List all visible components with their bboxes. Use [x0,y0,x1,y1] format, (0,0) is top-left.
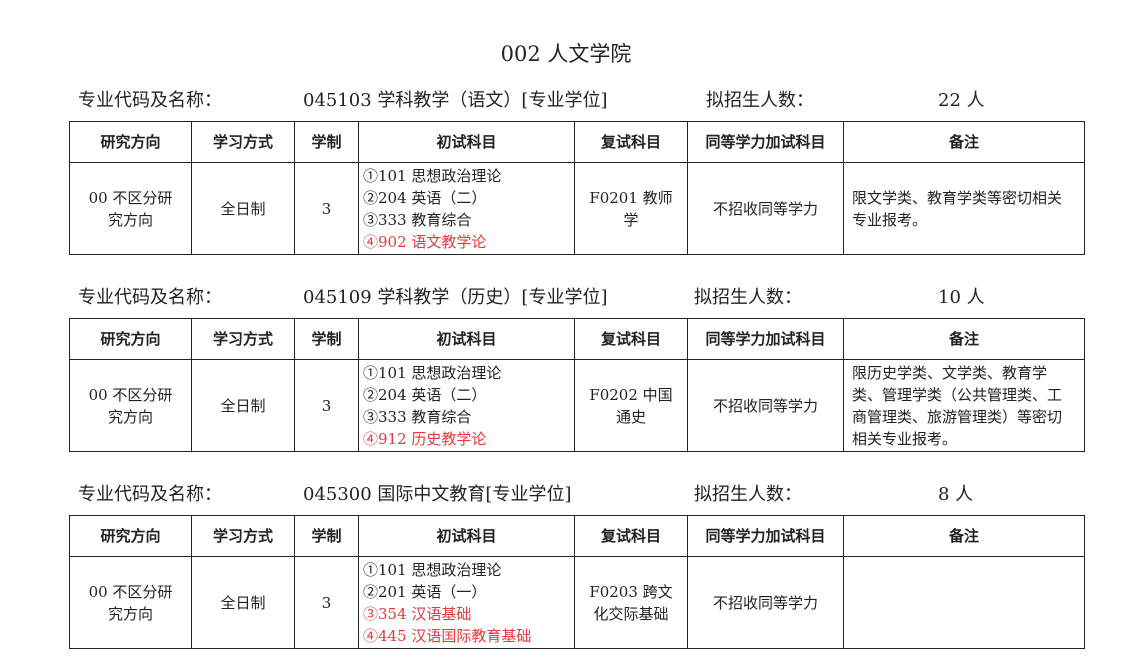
note-cell: 限文学类、教育学类等密切相关专业报考。 [843,162,1085,255]
exam-subject: ①101 思想政治理论 [363,560,502,579]
retest-cell: F0201 教师学 [574,162,688,255]
note-cell [843,556,1085,649]
exams-cell: ①101 思想政治理论 ②201 英语（一） ③354 汉语基础 ④445 汉语国际教… [358,556,575,649]
column-header: 同等学力加试科目 [687,515,844,557]
header-row: 研究方向 学习方式 学制 初试科目 复试科目 同等学力加试科目 备注 [69,515,1085,557]
quota-label: 拟招生人数： [694,484,802,505]
quota-label: 拟招生人数： [706,90,814,111]
column-header: 学制 [294,121,359,163]
exam-subject: ③333 教育综合 [363,210,472,229]
quota-value: 8 人 [938,484,974,505]
direction-cell: 00 不区分研究方向 [69,359,192,452]
table-row: 00 不区分研究方向 全日制 3 ①101 思想政治理论 ②204 英语（二） ③3… [69,359,1085,452]
column-header: 研究方向 [69,121,192,163]
equiv-cell: 不招收同等学力 [687,162,844,255]
header-row: 研究方向 学习方式 学制 初试科目 复试科目 同等学力加试科目 备注 [69,121,1085,163]
column-header: 复试科目 [574,515,688,557]
section-header: 专业代码及名称： 045300 国际中文教育[专业学位] 拟招生人数： 8 人 [78,480,1078,506]
exam-subject: ③333 教育综合 [363,407,472,426]
section-header: 专业代码及名称： 045109 学科教学（历史）[专业学位] 拟招生人数： 10… [78,283,1078,309]
column-header: 备注 [843,515,1085,557]
page-title: 002 人文学院 [500,42,632,66]
major-name: 045103 学科教学（语文）[专业学位] [303,90,608,111]
column-header: 初试科目 [358,515,575,557]
column-header: 学习方式 [191,318,295,360]
equiv-cell: 不招收同等学力 [687,359,844,452]
exam-subject: ②204 英语（二） [363,385,487,404]
mode-cell: 全日制 [191,162,295,255]
major-name: 045300 国际中文教育[专业学位] [303,484,572,505]
retest-cell: F0202 中国通史 [574,359,688,452]
exams-cell: ①101 思想政治理论 ②204 英语（二） ③333 教育综合 ④912 历史教学论 [358,359,575,452]
quota-label: 拟招生人数： [694,287,802,308]
years-cell: 3 [294,162,359,255]
section-header: 专业代码及名称： 045103 学科教学（语文）[专业学位] 拟招生人数： 22… [78,86,1078,112]
major-label: 专业代码及名称： [78,484,222,505]
direction-cell: 00 不区分研究方向 [69,556,192,649]
years-cell: 3 [294,359,359,452]
column-header: 学制 [294,318,359,360]
column-header: 学习方式 [191,121,295,163]
column-header: 初试科目 [358,121,575,163]
quota-value: 10 人 [938,287,985,308]
mode-cell: 全日制 [191,556,295,649]
exam-subject: ④912 历史教学论 [363,429,487,448]
quota-value: 22 人 [938,90,985,111]
retest-cell: F0203 跨文化交际基础 [574,556,688,649]
exam-subject: ④902 语文教学论 [363,232,487,251]
note-cell: 限历史学类、文学类、教育学类、管理学类（公共管理类、工商管理类、旅游管理类）等密… [843,359,1085,452]
program-table: 研究方向 学习方式 学制 初试科目 复试科目 同等学力加试科目 备注 00 不区分研究方向 … [69,121,1085,255]
column-header: 初试科目 [358,318,575,360]
years-cell: 3 [294,556,359,649]
exam-subject: ②204 英语（二） [363,188,487,207]
column-header: 同等学力加试科目 [687,121,844,163]
major-label: 专业代码及名称： [78,287,222,308]
program-table: 研究方向 学习方式 学制 初试科目 复试科目 同等学力加试科目 备注 00 不区分研究方向 … [69,515,1085,649]
column-header: 复试科目 [574,121,688,163]
major-label: 专业代码及名称： [78,90,222,111]
exam-subject: ④445 汉语国际教育基础 [363,626,532,645]
table-row: 00 不区分研究方向 全日制 3 ①101 思想政治理论 ②204 英语（二） ③3… [69,162,1085,255]
program-table: 研究方向 学习方式 学制 初试科目 复试科目 同等学力加试科目 备注 00 不区分研究方向 … [69,318,1085,452]
column-header: 复试科目 [574,318,688,360]
column-header: 同等学力加试科目 [687,318,844,360]
header-row: 研究方向 学习方式 学制 初试科目 复试科目 同等学力加试科目 备注 [69,318,1085,360]
exams-cell: ①101 思想政治理论 ②204 英语（二） ③333 教育综合 ④902 语文教学论 [358,162,575,255]
exam-subject: ③354 汉语基础 [363,604,472,623]
table-row: 00 不区分研究方向 全日制 3 ①101 思想政治理论 ②201 英语（一） ③3… [69,556,1085,649]
exam-subject: ①101 思想政治理论 [363,166,502,185]
exam-subject: ①101 思想政治理论 [363,363,502,382]
mode-cell: 全日制 [191,359,295,452]
column-header: 学习方式 [191,515,295,557]
exam-subject: ②201 英语（一） [363,582,487,601]
major-name: 045109 学科教学（历史）[专业学位] [303,287,608,308]
column-header: 研究方向 [69,515,192,557]
direction-cell: 00 不区分研究方向 [69,162,192,255]
column-header: 备注 [843,318,1085,360]
equiv-cell: 不招收同等学力 [687,556,844,649]
column-header: 研究方向 [69,318,192,360]
column-header: 备注 [843,121,1085,163]
column-header: 学制 [294,515,359,557]
